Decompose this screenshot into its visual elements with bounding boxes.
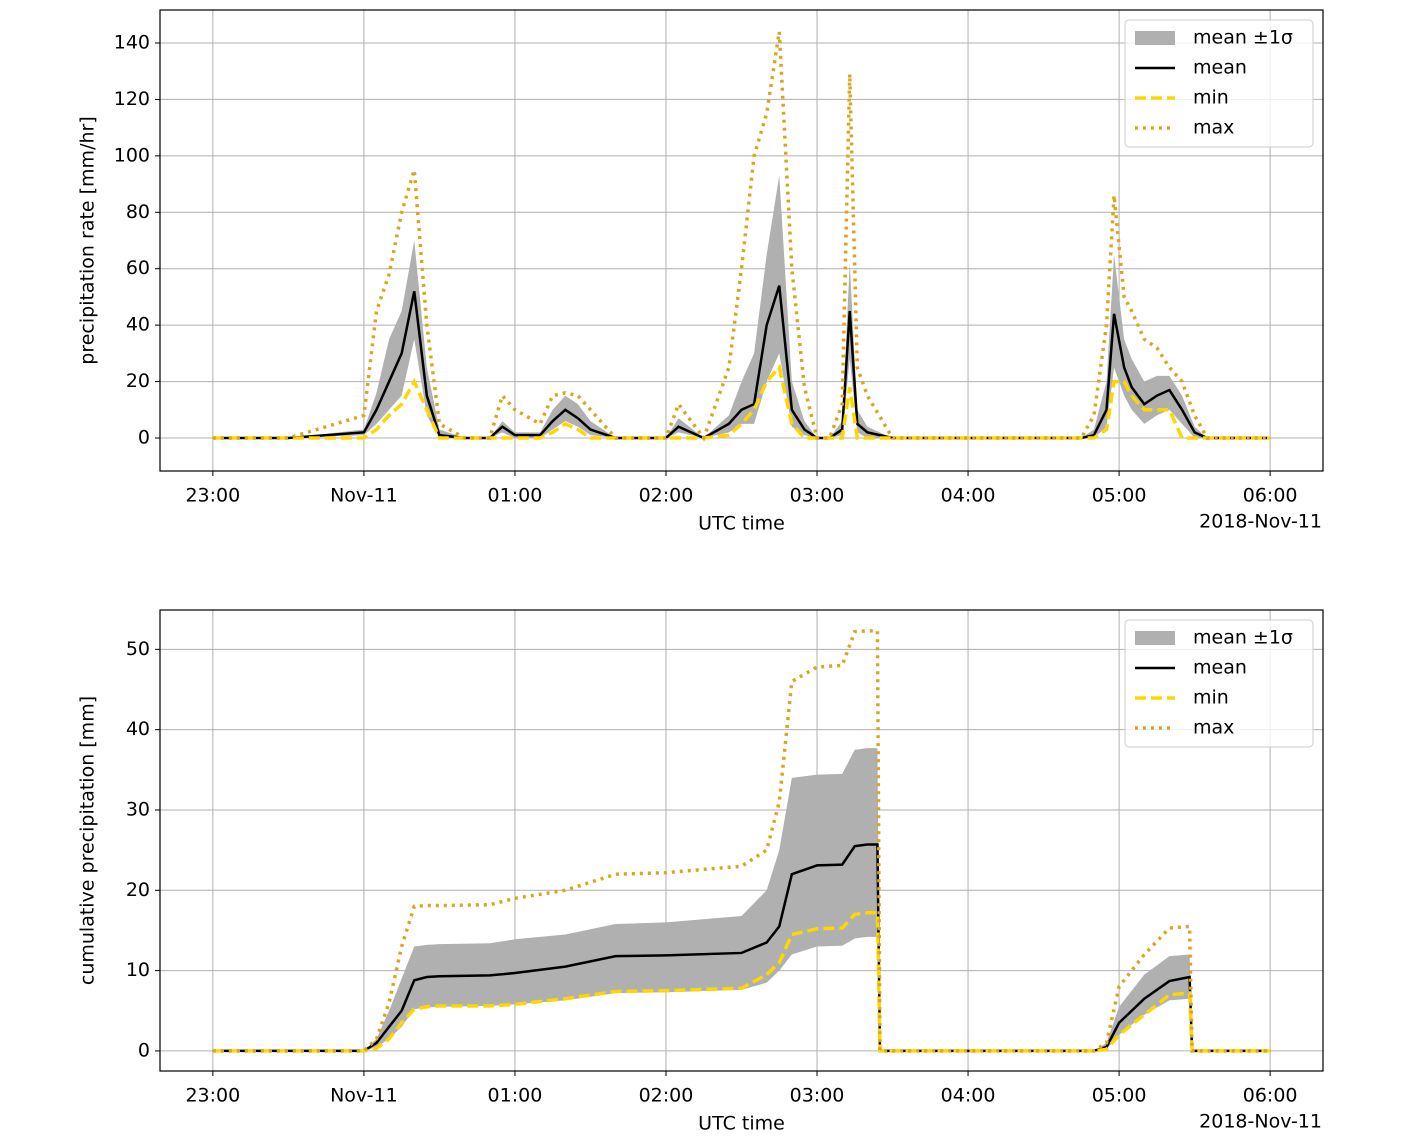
series-line (212, 911, 1271, 1053)
y-tick-label: 0 (138, 426, 150, 448)
y-tick-label: 140 (114, 32, 150, 54)
x-axis-label: UTC time (698, 1113, 785, 1135)
y-tick-label: 40 (126, 314, 150, 336)
x-offset-label: 2018-Nov-11 (1199, 1111, 1322, 1133)
legend: mean ±1σ mean min max (1124, 19, 1314, 148)
y-axis-label: cumulative precipitation [mm] (77, 696, 99, 985)
legend-label: max (1193, 717, 1234, 739)
legend-label: mean (1193, 57, 1247, 79)
legend: mean ±1σ mean min max (1124, 619, 1314, 748)
x-offset-label: 2018-Nov-11 (1199, 511, 1322, 533)
legend-frame (1124, 619, 1314, 748)
x-tick-label: 06:00 (1243, 485, 1298, 507)
legend-label: mean ±1σ (1193, 27, 1293, 49)
series-line (212, 285, 1271, 440)
x-tick-label: 23:00 (185, 485, 240, 507)
legend-swatch (1135, 631, 1175, 645)
y-tick-label: 20 (126, 370, 150, 392)
y-tick-label: 0 (138, 1039, 150, 1061)
y-tick-label: 40 (126, 718, 150, 740)
std-band (212, 175, 1271, 438)
plot-area (212, 629, 1271, 1053)
x-tick-label: 06:00 (1243, 1085, 1298, 1107)
x-tick-label: Nov-11 (330, 485, 398, 507)
axes-frame (159, 9, 1324, 472)
x-axis-label: UTC time (698, 513, 785, 535)
legend-frame (1124, 19, 1314, 148)
legend-label: mean (1193, 657, 1247, 679)
y-tick-label: 10 (126, 959, 150, 981)
x-tick-label: 04:00 (941, 1085, 996, 1107)
x-tick-label: 01:00 (488, 485, 543, 507)
subplot: 0 10 20 30 40 50 23:00 Nov-11 01:00 02:00 03:00 04:… (77, 609, 1324, 1135)
x-tick-label: 05:00 (1092, 1085, 1147, 1107)
x-tick-label: 03:00 (790, 485, 845, 507)
legend-label: min (1193, 687, 1229, 709)
y-tick-label: 50 (126, 638, 150, 660)
x-tick-label: 01:00 (488, 1085, 543, 1107)
x-tick-label: 05:00 (1092, 485, 1147, 507)
y-tick-label: 20 (126, 879, 150, 901)
x-tick-label: 04:00 (941, 485, 996, 507)
x-tick-label: 02:00 (639, 1085, 694, 1107)
legend-label: mean ±1σ (1193, 627, 1293, 649)
axes-frame (159, 609, 1324, 1072)
y-tick-label: 80 (126, 201, 150, 223)
std-band (212, 748, 1271, 1051)
plot-area (212, 31, 1271, 442)
subplot: 0 20 40 60 80 100 120 140 23:00 Nov-11 01:00 02:00 0… (77, 9, 1324, 535)
series-line (212, 629, 1271, 1053)
series-line (212, 31, 1271, 442)
y-tick-label: 100 (114, 144, 150, 166)
legend-swatch (1135, 31, 1175, 45)
series-line (212, 363, 1271, 440)
legend-label: min (1193, 87, 1229, 109)
y-tick-label: 120 (114, 88, 150, 110)
y-tick-label: 60 (126, 257, 150, 279)
x-tick-label: 23:00 (185, 1085, 240, 1107)
y-axis-label: precipitation rate [mm/hr] (77, 116, 99, 364)
x-tick-label: 03:00 (790, 1085, 845, 1107)
x-tick-label: 02:00 (639, 485, 694, 507)
legend-label: max (1193, 117, 1234, 139)
series-line (212, 843, 1271, 1053)
y-tick-label: 30 (126, 798, 150, 820)
x-tick-label: Nov-11 (330, 1085, 398, 1107)
